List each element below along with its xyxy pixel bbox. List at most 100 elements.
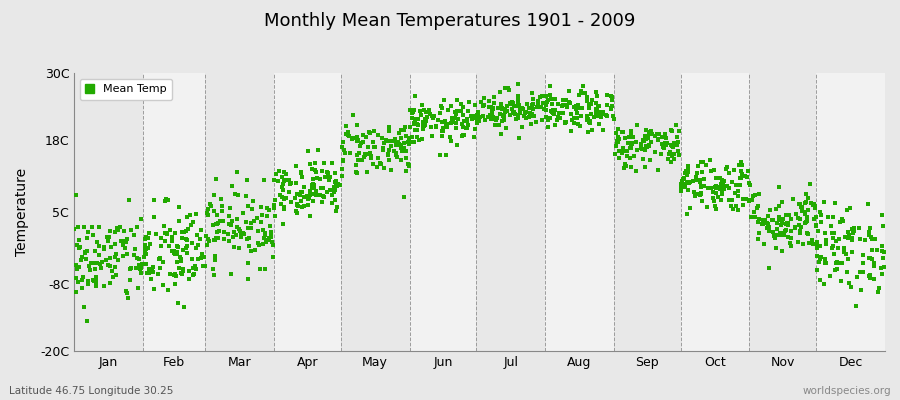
Point [877, 264, 891, 270]
Point [431, 117, 446, 123]
Point [670, 134, 684, 140]
Point [829, 238, 843, 244]
Point [840, 206, 854, 213]
Point [539, 107, 554, 113]
Bar [274, 73, 341, 351]
Point [611, 134, 625, 140]
Point [664, 142, 679, 148]
Point [643, 142, 657, 148]
Point [622, 134, 636, 140]
Point [138, 248, 152, 254]
Point [159, 230, 174, 236]
Point [713, 186, 727, 193]
Point [116, 240, 130, 247]
Point [464, 113, 478, 119]
Point [289, 180, 303, 187]
Point [553, 115, 567, 122]
Point [163, 271, 177, 278]
Point [162, 242, 176, 249]
Point [733, 182, 747, 188]
Point [593, 111, 608, 118]
Point [132, 262, 147, 269]
Point [760, 221, 775, 227]
Point [258, 239, 273, 245]
Point [234, 230, 248, 236]
Point [232, 226, 247, 232]
Point [545, 106, 560, 113]
Point [635, 136, 650, 143]
Point [819, 260, 833, 266]
Point [706, 195, 720, 201]
Point [217, 229, 231, 235]
Point [616, 147, 630, 153]
Point [695, 169, 709, 175]
Point [139, 246, 153, 252]
Point [323, 174, 338, 180]
Point [521, 114, 535, 120]
Point [439, 122, 454, 128]
Point [85, 223, 99, 230]
Point [715, 181, 729, 187]
Point [585, 97, 599, 103]
Point [444, 120, 458, 127]
Point [828, 267, 842, 273]
Point [416, 119, 430, 126]
Point [377, 165, 392, 171]
Point [167, 272, 182, 278]
Point [467, 102, 482, 108]
Point [329, 182, 344, 189]
Point [210, 220, 224, 227]
Point [810, 241, 824, 247]
Point [156, 259, 170, 265]
Point [393, 142, 408, 148]
Point [176, 229, 190, 235]
Point [308, 160, 322, 166]
Point [77, 250, 92, 256]
Text: Latitude 46.75 Longitude 30.25: Latitude 46.75 Longitude 30.25 [9, 386, 174, 396]
Point [88, 265, 103, 272]
Point [559, 119, 573, 126]
Point [393, 142, 408, 149]
Point [544, 108, 558, 114]
Point [689, 170, 704, 176]
Point [311, 147, 326, 154]
Point [234, 232, 248, 238]
Point [837, 234, 851, 240]
Point [382, 137, 396, 144]
Point [875, 270, 889, 277]
Point [103, 263, 117, 269]
Point [679, 168, 693, 174]
Point [625, 140, 639, 146]
Point [477, 117, 491, 124]
Point [475, 102, 490, 108]
Point [769, 245, 783, 251]
Point [787, 196, 801, 202]
Point [69, 275, 84, 281]
Point [694, 184, 708, 190]
Point [410, 121, 424, 127]
Point [450, 97, 464, 103]
Point [570, 114, 584, 121]
Point [558, 97, 572, 103]
Point [246, 198, 260, 204]
Point [366, 128, 381, 134]
Point [404, 138, 419, 145]
Legend: Mean Temp: Mean Temp [80, 78, 172, 100]
Point [120, 288, 134, 294]
Point [147, 214, 161, 221]
Point [525, 90, 539, 96]
Point [140, 270, 155, 276]
Point [108, 241, 122, 247]
Point [796, 208, 810, 214]
Point [133, 270, 148, 276]
Point [303, 188, 318, 194]
Point [793, 230, 807, 236]
Point [399, 148, 413, 154]
Point [210, 229, 224, 235]
Point [692, 192, 706, 199]
Point [161, 287, 176, 293]
Point [328, 186, 342, 193]
Point [124, 226, 139, 233]
Point [841, 234, 855, 241]
Point [554, 103, 569, 109]
